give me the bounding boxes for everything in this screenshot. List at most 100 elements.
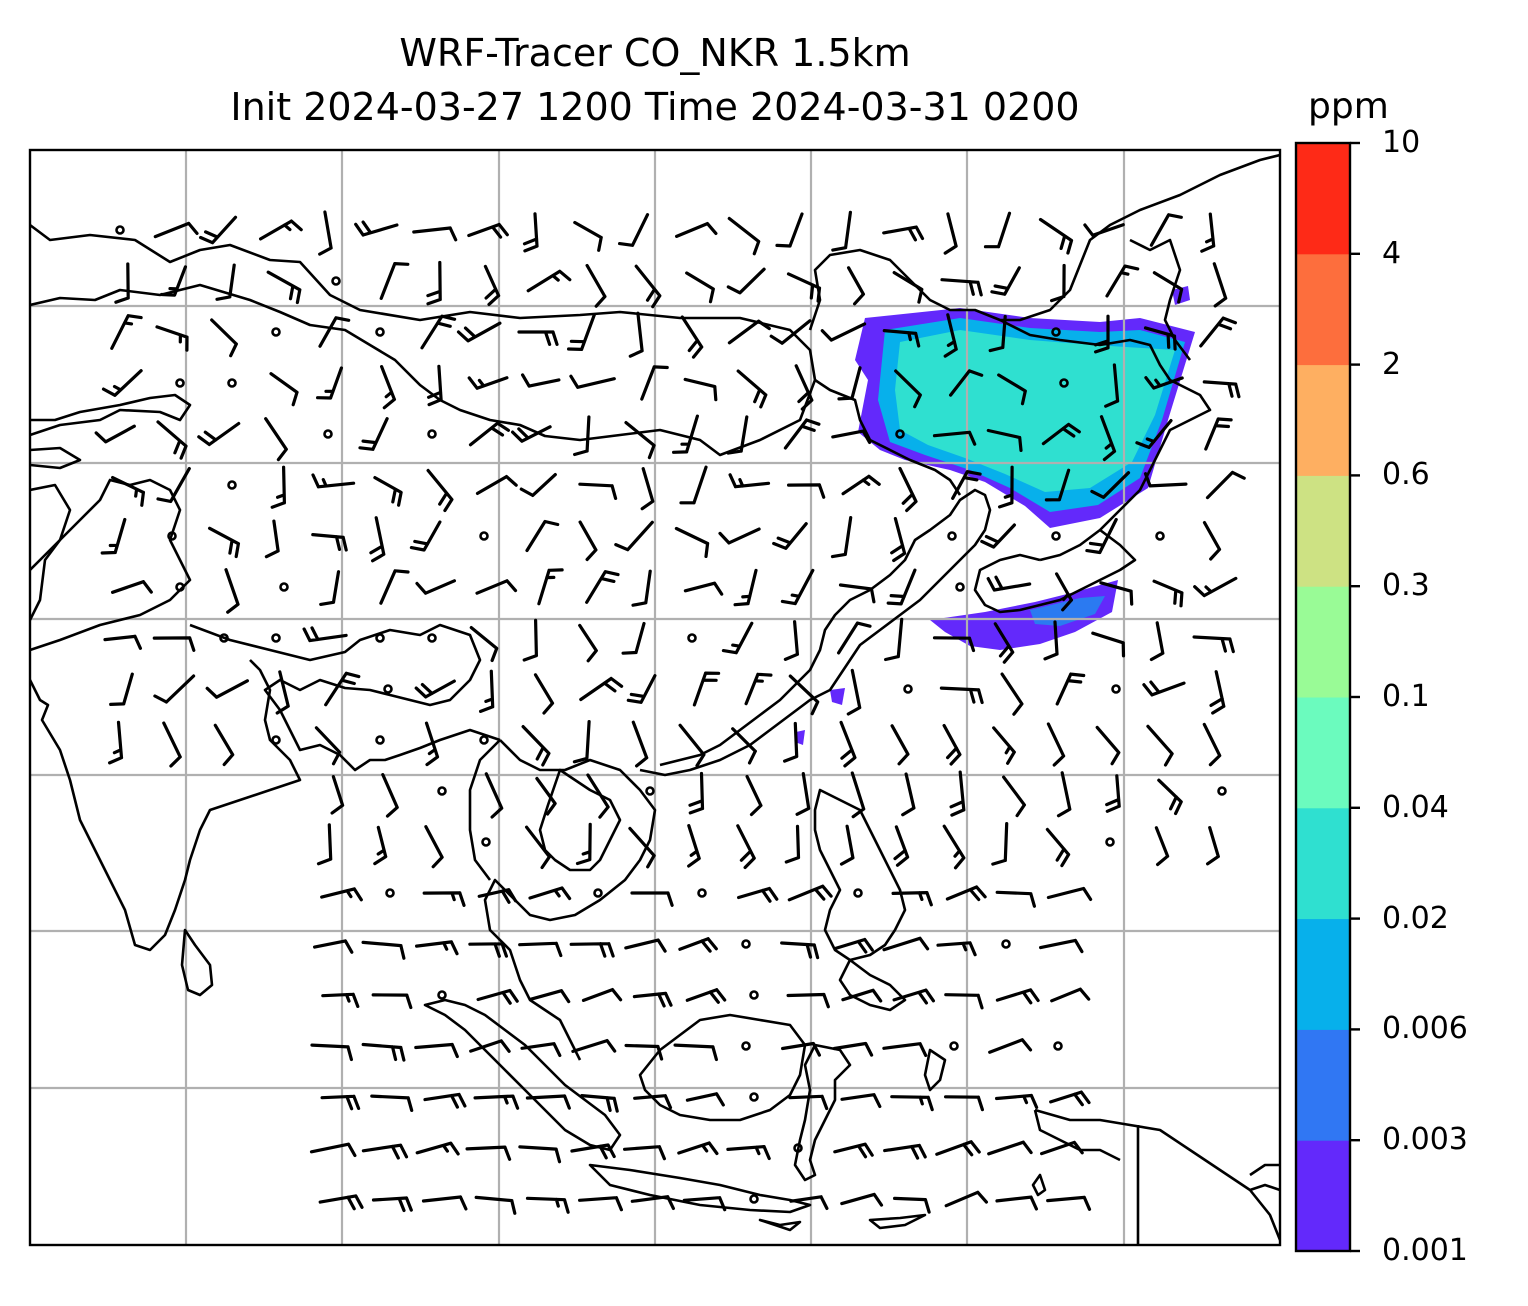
wind-barb [988, 314, 1007, 353]
wind-barb [110, 314, 143, 350]
wind-barb [1200, 212, 1216, 253]
calm-wind-marker [375, 735, 385, 745]
wind-barb [1099, 415, 1117, 462]
wind-barb [640, 467, 655, 511]
colorbar-segment [1296, 918, 1350, 1030]
wind-barb [624, 1043, 664, 1061]
calm-wind-marker [749, 990, 759, 1000]
wind-barb [275, 670, 290, 715]
wind-barb [993, 622, 1015, 664]
wind-barb [678, 937, 718, 953]
calm-wind-marker [175, 378, 185, 388]
wind-barb [840, 1192, 884, 1207]
wind-barb [745, 774, 763, 817]
wind-barb [830, 516, 853, 559]
wind-barb [1055, 672, 1086, 706]
wind-barb [683, 377, 718, 402]
wind-barb [1046, 722, 1066, 767]
wind-barb [1040, 1140, 1084, 1156]
wind-barb [1045, 827, 1071, 868]
calm-wind-marker [331, 276, 341, 286]
wind-barb [1205, 470, 1246, 500]
wind-barb [892, 271, 924, 304]
wind-barb [640, 365, 669, 401]
wind-barb [780, 941, 820, 960]
wind-barb [371, 993, 413, 1010]
wind-barb [469, 626, 499, 663]
colorbar-tick-label: 4 [1382, 235, 1402, 271]
wind-barb [833, 1142, 874, 1159]
wind-barb [414, 1042, 459, 1059]
wind-barb [521, 373, 561, 388]
wind-barb [318, 316, 351, 348]
wind-barb [995, 1093, 1039, 1109]
plume-speck [830, 688, 845, 705]
wind-barb [1202, 521, 1222, 561]
wind-barb [631, 569, 652, 607]
wind-barb [422, 891, 466, 907]
calm-wind-marker [1111, 684, 1121, 694]
wind-barb [358, 417, 389, 451]
wind-barb [687, 824, 701, 868]
wind-barb [264, 417, 288, 462]
wind-barb [379, 569, 410, 605]
wind-barb [786, 992, 830, 1009]
wind-barb [841, 988, 883, 1003]
wind-barb [882, 329, 921, 348]
wind-barb [423, 1092, 467, 1109]
wind-barb [942, 824, 966, 870]
wind-barb [850, 771, 866, 819]
wind-barb [1199, 316, 1237, 348]
wind-barb [788, 674, 820, 716]
wind-barb [310, 1043, 353, 1062]
wind-barb [1091, 631, 1126, 658]
wind-barb [680, 315, 704, 359]
wind-barb [210, 318, 238, 358]
wind-barb [567, 313, 596, 351]
wind-barb [1212, 262, 1228, 308]
wind-barb [94, 424, 136, 444]
wind-barb [932, 636, 976, 653]
wind-barb [901, 772, 916, 817]
plume-inner [895, 330, 1175, 492]
wind-barb [361, 1042, 406, 1062]
colorbar-tick-label: 0.04 [1382, 789, 1449, 825]
wind-barb [414, 679, 456, 699]
wind-barb [949, 369, 984, 397]
wind-barb [733, 568, 758, 607]
wind-barb [109, 672, 134, 706]
wind-barb [673, 1043, 718, 1062]
wind-barb [737, 886, 779, 903]
wind-barb [726, 267, 766, 295]
wind-barb [525, 1094, 571, 1110]
wind-barb [832, 1041, 874, 1057]
wind-barb [469, 1039, 511, 1053]
wind-barb [511, 425, 552, 443]
wind-barb [111, 476, 145, 507]
wind-barb [1090, 471, 1131, 499]
wind-barb [788, 1094, 829, 1111]
calm-wind-marker [1051, 327, 1061, 337]
calm-wind-marker [1001, 939, 1011, 949]
calm-wind-marker [793, 1143, 803, 1153]
wind-barb [586, 773, 610, 819]
wind-barb [837, 621, 872, 655]
wind-barb [1046, 1195, 1092, 1211]
wind-barb [320, 1094, 361, 1111]
wind-barb [379, 262, 410, 300]
wind-barb [846, 668, 862, 716]
wind-barb [412, 226, 458, 242]
wind-barb [632, 991, 673, 1008]
colorbar-tick-label: 0.001 [1382, 1233, 1468, 1268]
wind-barb [783, 721, 799, 763]
wind-barb [571, 1039, 617, 1053]
wind-barb [892, 988, 935, 1005]
wind-barb [943, 313, 958, 358]
wind-barb [944, 1190, 988, 1208]
calm-wind-marker [175, 582, 185, 592]
calm-wind-marker [271, 327, 281, 337]
wind-barb [205, 679, 249, 699]
wind-barb [986, 428, 1023, 452]
wind-barb [465, 1145, 512, 1161]
map-gridlines [30, 150, 1280, 1245]
